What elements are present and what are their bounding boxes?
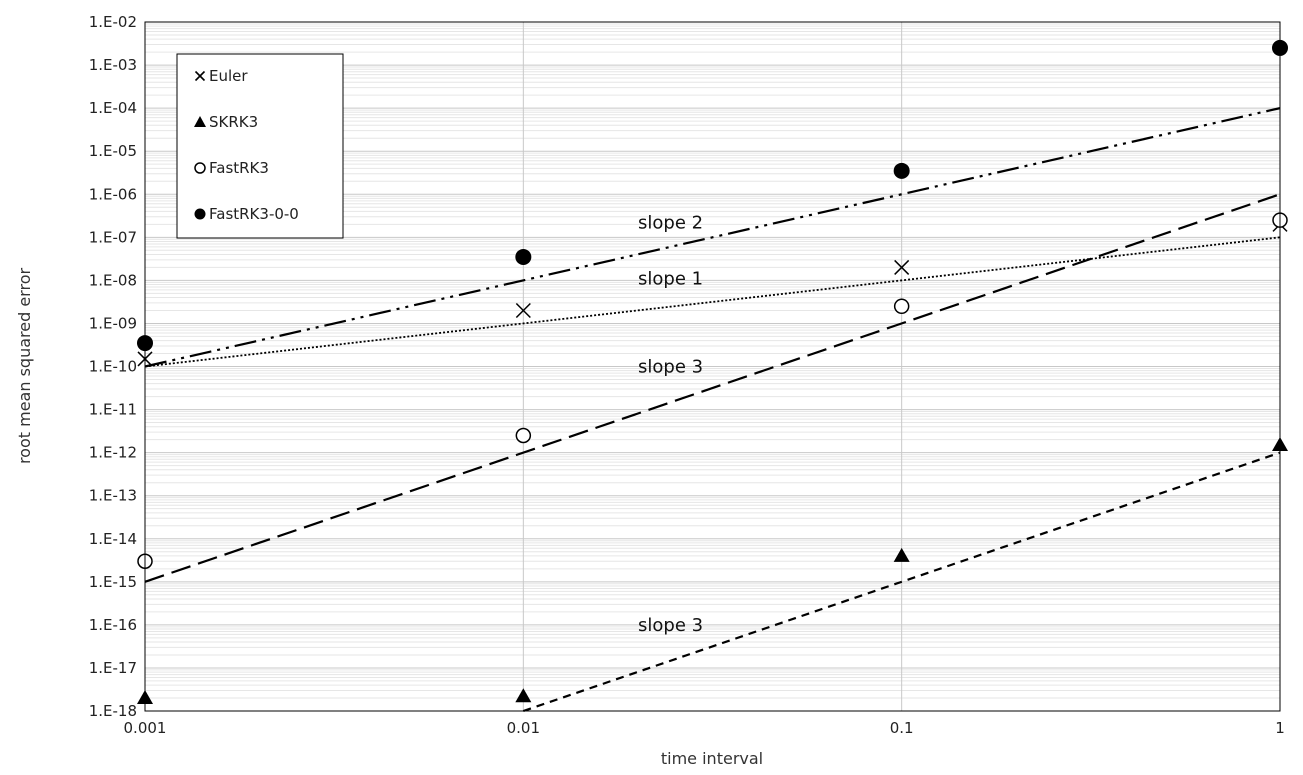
x-tick-label: 0.01 (507, 719, 540, 737)
y-tick-label: 1.E-02 (89, 13, 137, 31)
y-tick-label: 1.E-04 (89, 99, 137, 117)
y-tick-label: 1.E-15 (89, 573, 137, 591)
point-fastrk3-0-0 (893, 162, 910, 179)
data-markers (137, 39, 1288, 705)
slope-label: slope 3 (638, 357, 703, 378)
y-tick-label: 1.E-18 (89, 702, 137, 720)
x-tick-labels: 0.001 0.01 0.1 1 (124, 719, 1285, 737)
slope-annotations: slope 2 slope 1 slope 3 slope 3 (638, 213, 703, 636)
reference-line-long-dash (144, 193, 1281, 583)
y-tick-label: 1.E-10 (89, 358, 137, 376)
reference-line-short-dash (522, 451, 1281, 713)
y-tick-label: 1.E-12 (89, 444, 137, 462)
marker-stroke (894, 259, 910, 275)
y-tick-label: 1.E-07 (89, 228, 137, 246)
legend: Euler SKRK3 FastRK3 FastRK3-0-0 (176, 53, 344, 239)
point-euler (894, 259, 910, 275)
y-tick-label: 1.E-17 (89, 659, 137, 677)
point-euler (515, 302, 531, 319)
legend-entry-skrk3: SKRK3 (194, 113, 258, 131)
y-tick-label: 1.E-03 (89, 56, 137, 74)
plot-frame (144, 21, 1281, 712)
slope-label: slope 2 (638, 213, 703, 234)
legend-box (176, 53, 344, 239)
y-tick-label: 1.E-09 (89, 314, 137, 332)
point-fastrk3 (893, 298, 910, 315)
y-tick-label: 1.E-05 (89, 142, 137, 160)
y-tick-label: 1.E-13 (89, 487, 137, 505)
y-tick-label: 1.E-06 (89, 185, 137, 203)
slope-label: slope 3 (638, 615, 703, 636)
reference-line-dash-dot-dot (144, 107, 1281, 368)
legend-label: SKRK3 (209, 113, 258, 131)
marker-stroke (515, 302, 531, 319)
legend-marker (194, 116, 206, 127)
reference-lines (144, 107, 1281, 713)
legend-marker (194, 208, 206, 220)
y-axis-title: root mean squared error (15, 268, 34, 465)
y-tick-labels: 1.E-02 1.E-03 1.E-04 1.E-05 1.E-06 1.E-07 1.E-… (89, 13, 137, 720)
x-axis-title: time interval (661, 749, 763, 768)
legend-marker (194, 162, 206, 174)
y-tick-label: 1.E-08 (89, 271, 137, 289)
point-skrk3 (893, 547, 910, 562)
legend-entry-fastrk3: FastRK3 (194, 159, 269, 177)
point-fastrk3-0-0 (515, 248, 532, 265)
legend-entry-fastrk3-0-0: FastRK3-0-0 (194, 205, 299, 223)
point-skrk3 (515, 688, 532, 703)
y-tick-label: 1.E-11 (89, 401, 137, 419)
y-tick-label: 1.E-16 (89, 616, 137, 634)
legend-entry-euler: Euler (194, 67, 248, 85)
x-tick-label: 1 (1275, 719, 1285, 737)
slope-label: slope 1 (638, 269, 703, 290)
x-tick-label: 0.1 (890, 719, 914, 737)
legend-label: FastRK3-0-0 (209, 205, 299, 223)
legend-label: Euler (209, 67, 248, 85)
legend-marker (194, 70, 206, 82)
y-tick-label: 1.E-14 (89, 530, 137, 548)
legend-label: FastRK3 (209, 159, 269, 177)
x-tick-label: 0.001 (124, 719, 167, 737)
point-fastrk3 (515, 427, 532, 444)
